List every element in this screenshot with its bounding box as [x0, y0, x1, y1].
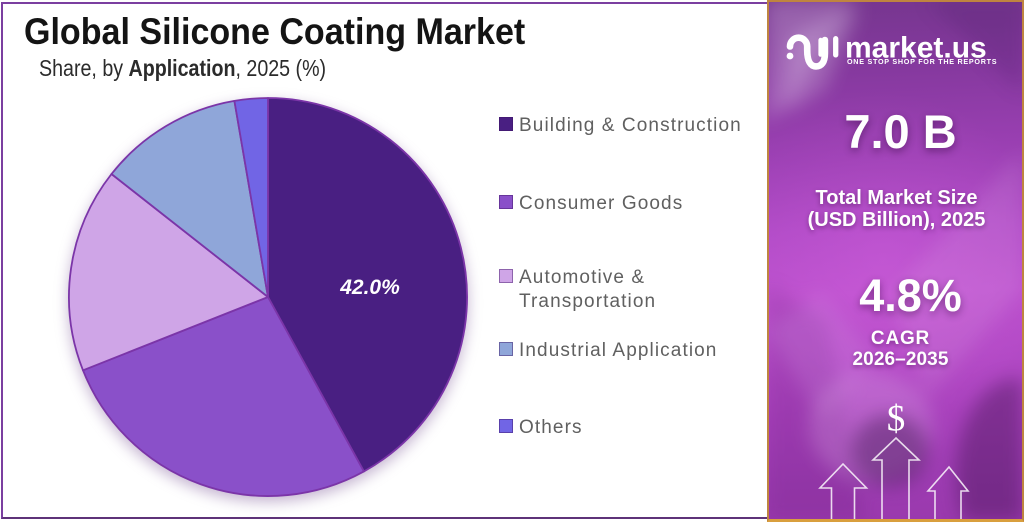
- svg-text:market.us: market.us: [845, 31, 987, 64]
- svg-text:$: $: [887, 399, 906, 440]
- svg-text:ONE STOP SHOP FOR THE REPORTS: ONE STOP SHOP FOR THE REPORTS: [847, 57, 997, 66]
